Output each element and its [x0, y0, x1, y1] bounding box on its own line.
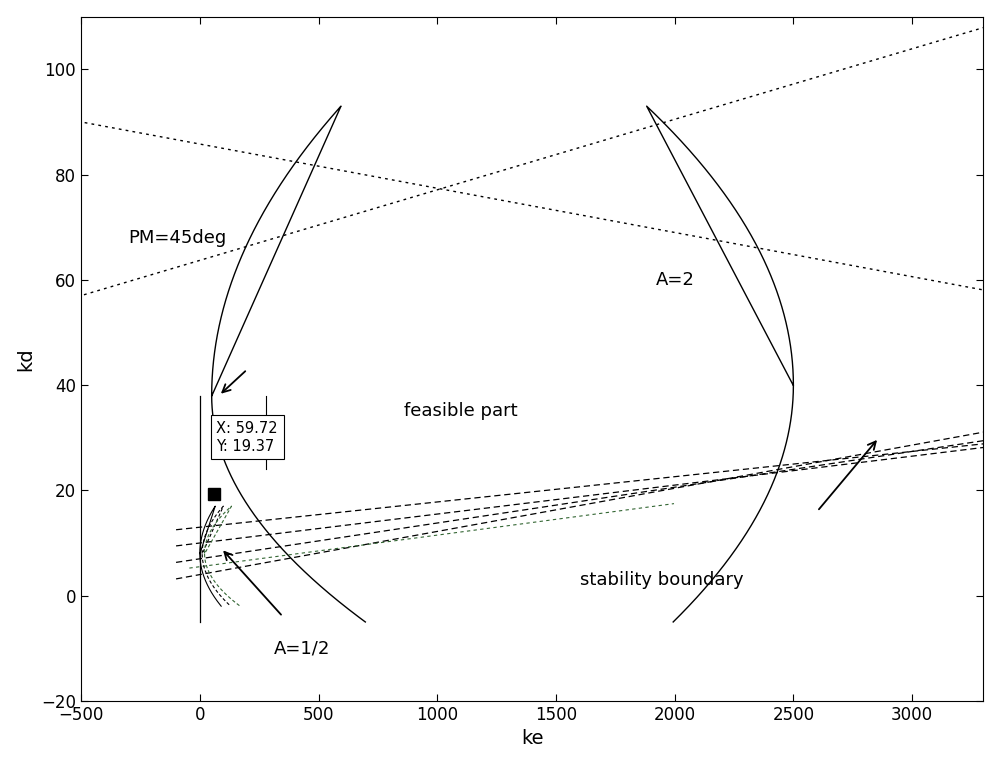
Text: PM=45deg: PM=45deg [129, 229, 227, 247]
Text: A=1/2: A=1/2 [274, 640, 330, 657]
Text: X: 59.72
Y: 19.37: X: 59.72 Y: 19.37 [216, 422, 278, 454]
Text: A=2: A=2 [656, 271, 695, 289]
Text: feasible part: feasible part [404, 402, 518, 421]
Y-axis label: kd: kd [17, 347, 36, 370]
Text: stability boundary: stability boundary [580, 571, 743, 589]
X-axis label: ke: ke [521, 729, 543, 748]
